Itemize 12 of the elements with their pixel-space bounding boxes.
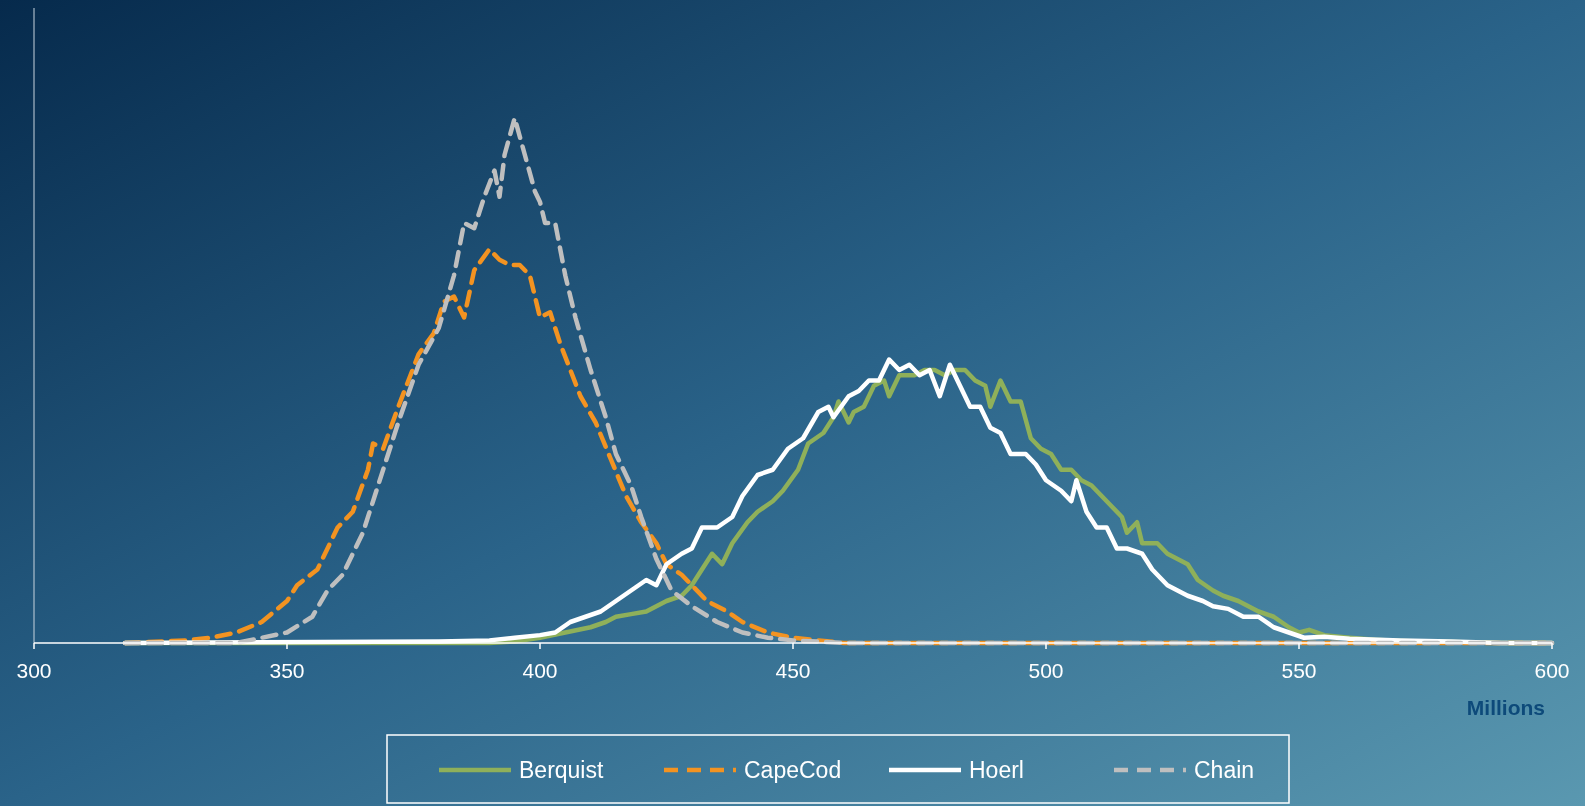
x-tick-label: 450 xyxy=(775,659,811,682)
x-tick-label: 350 xyxy=(269,659,305,682)
x-tick-label: 600 xyxy=(1534,659,1570,682)
x-axis-title: Millions xyxy=(1466,696,1545,719)
legend-label: CapeCod xyxy=(744,757,842,783)
x-tick-label: 400 xyxy=(522,659,558,682)
legend-label: Berquist xyxy=(519,757,604,783)
legend-label: Chain xyxy=(1194,757,1255,783)
x-tick-label: 550 xyxy=(1281,659,1317,682)
legend-label: Hoerl xyxy=(969,757,1024,783)
x-tick-label: 500 xyxy=(1028,659,1064,682)
x-tick-label: 300 xyxy=(16,659,52,682)
